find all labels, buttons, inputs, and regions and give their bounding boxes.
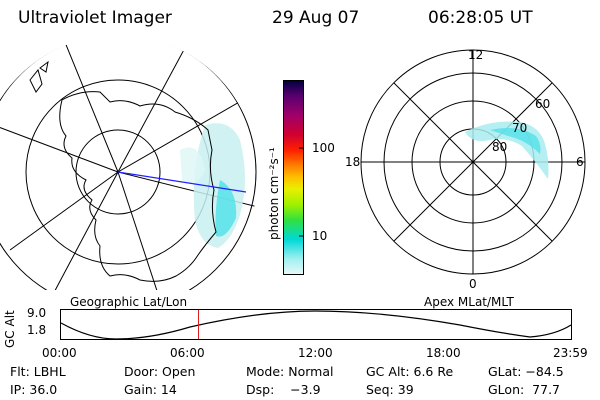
- xtick-0000: 00:00: [42, 346, 77, 360]
- mlt-label-0: 0: [469, 277, 477, 291]
- geographic-map: [0, 40, 258, 290]
- lat-circle-outer: [0, 40, 257, 290]
- altitude-ytick-high: 9.0: [27, 306, 47, 320]
- gc-alt-status: GC Alt: 6.6 Re: [366, 364, 454, 379]
- xtick-1200: 12:00: [298, 346, 333, 360]
- colorbar-tick-100: 100: [312, 141, 335, 155]
- reference-line: [117, 171, 247, 193]
- xtick-2359: 23:59: [553, 346, 588, 360]
- mlat-label-60: 60: [535, 97, 550, 111]
- seq-status: Seq: 39: [366, 382, 414, 397]
- geographic-label: Geographic Lat/Lon: [70, 295, 188, 309]
- glon-status: GLon: 77.7: [488, 382, 560, 397]
- apex-label: Apex MLat/MLT: [424, 295, 514, 309]
- colorbar-tick-10: 10: [312, 229, 328, 243]
- mlat-label-80: 80: [492, 140, 507, 154]
- ip-status: IP: 36.0: [10, 382, 58, 397]
- mlt-label-12: 12: [468, 48, 483, 62]
- altitude-plot: [60, 309, 572, 340]
- mlat-label-70: 70: [512, 121, 527, 135]
- door-status: Door: Open: [124, 364, 196, 379]
- instrument-title: Ultraviolet Imager: [18, 8, 172, 28]
- xtick-1800: 18:00: [426, 346, 461, 360]
- colorbar-unit-label: photon cm⁻²s⁻¹: [267, 147, 281, 240]
- apex-polar-plot: 12 0 18 6 60 70 80: [345, 48, 586, 291]
- altitude-curve: [60, 310, 572, 340]
- glat-status: GLat: −84.5: [488, 364, 564, 379]
- gain-status: Gain: 14: [124, 382, 177, 397]
- altitude-ylabel: GC Alt: [3, 310, 17, 348]
- filter-status: Flt: LBHL: [10, 364, 66, 379]
- colorbar: [283, 80, 304, 275]
- island: [29, 60, 49, 93]
- time-label: 06:28:05 UT: [428, 8, 533, 28]
- mlt-label-6: 6: [576, 155, 584, 169]
- xtick-0600: 06:00: [170, 346, 205, 360]
- coastline: [59, 91, 217, 282]
- date-label: 29 Aug 07: [272, 8, 360, 28]
- mlt-label-18: 18: [345, 155, 360, 169]
- mode-status: Mode: Normal: [246, 364, 334, 379]
- aurora-emission: [180, 123, 245, 248]
- dsp-status: Dsp: −3.9: [246, 382, 321, 397]
- altitude-ytick-low: 1.8: [27, 323, 47, 337]
